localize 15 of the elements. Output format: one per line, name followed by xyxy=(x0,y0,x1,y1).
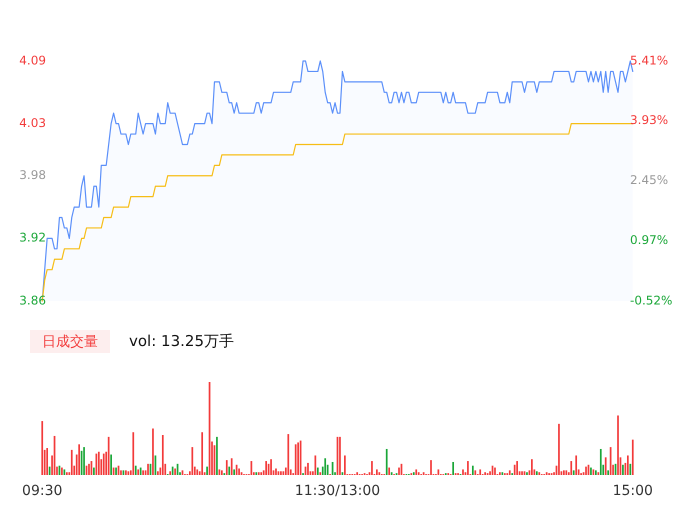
y2-tick-label: -0.52% xyxy=(630,293,672,308)
x-tick-label: 15:00 xyxy=(612,483,653,499)
y2-tick-label: 5.41% xyxy=(630,53,668,68)
y2-tick-label: 3.93% xyxy=(630,113,668,128)
y2-tick-label: 2.45% xyxy=(630,173,668,188)
y-tick-label: 3.92 xyxy=(19,230,46,245)
x-tick-label: 11:30/13:00 xyxy=(294,483,380,499)
chart-subtitle: vol: 13.25万手 xyxy=(129,332,234,350)
chart-title: 日成交量 xyxy=(42,334,98,350)
y-tick-label: 4.03 xyxy=(19,116,46,130)
y2-tick-label: 0.97% xyxy=(630,232,668,247)
y-tick-label: 3.98 xyxy=(19,168,46,182)
x-tick-label: 09:30 xyxy=(22,483,62,499)
y-tick-label: 3.86 xyxy=(19,293,46,308)
y-tick-label: 4.09 xyxy=(19,53,46,68)
